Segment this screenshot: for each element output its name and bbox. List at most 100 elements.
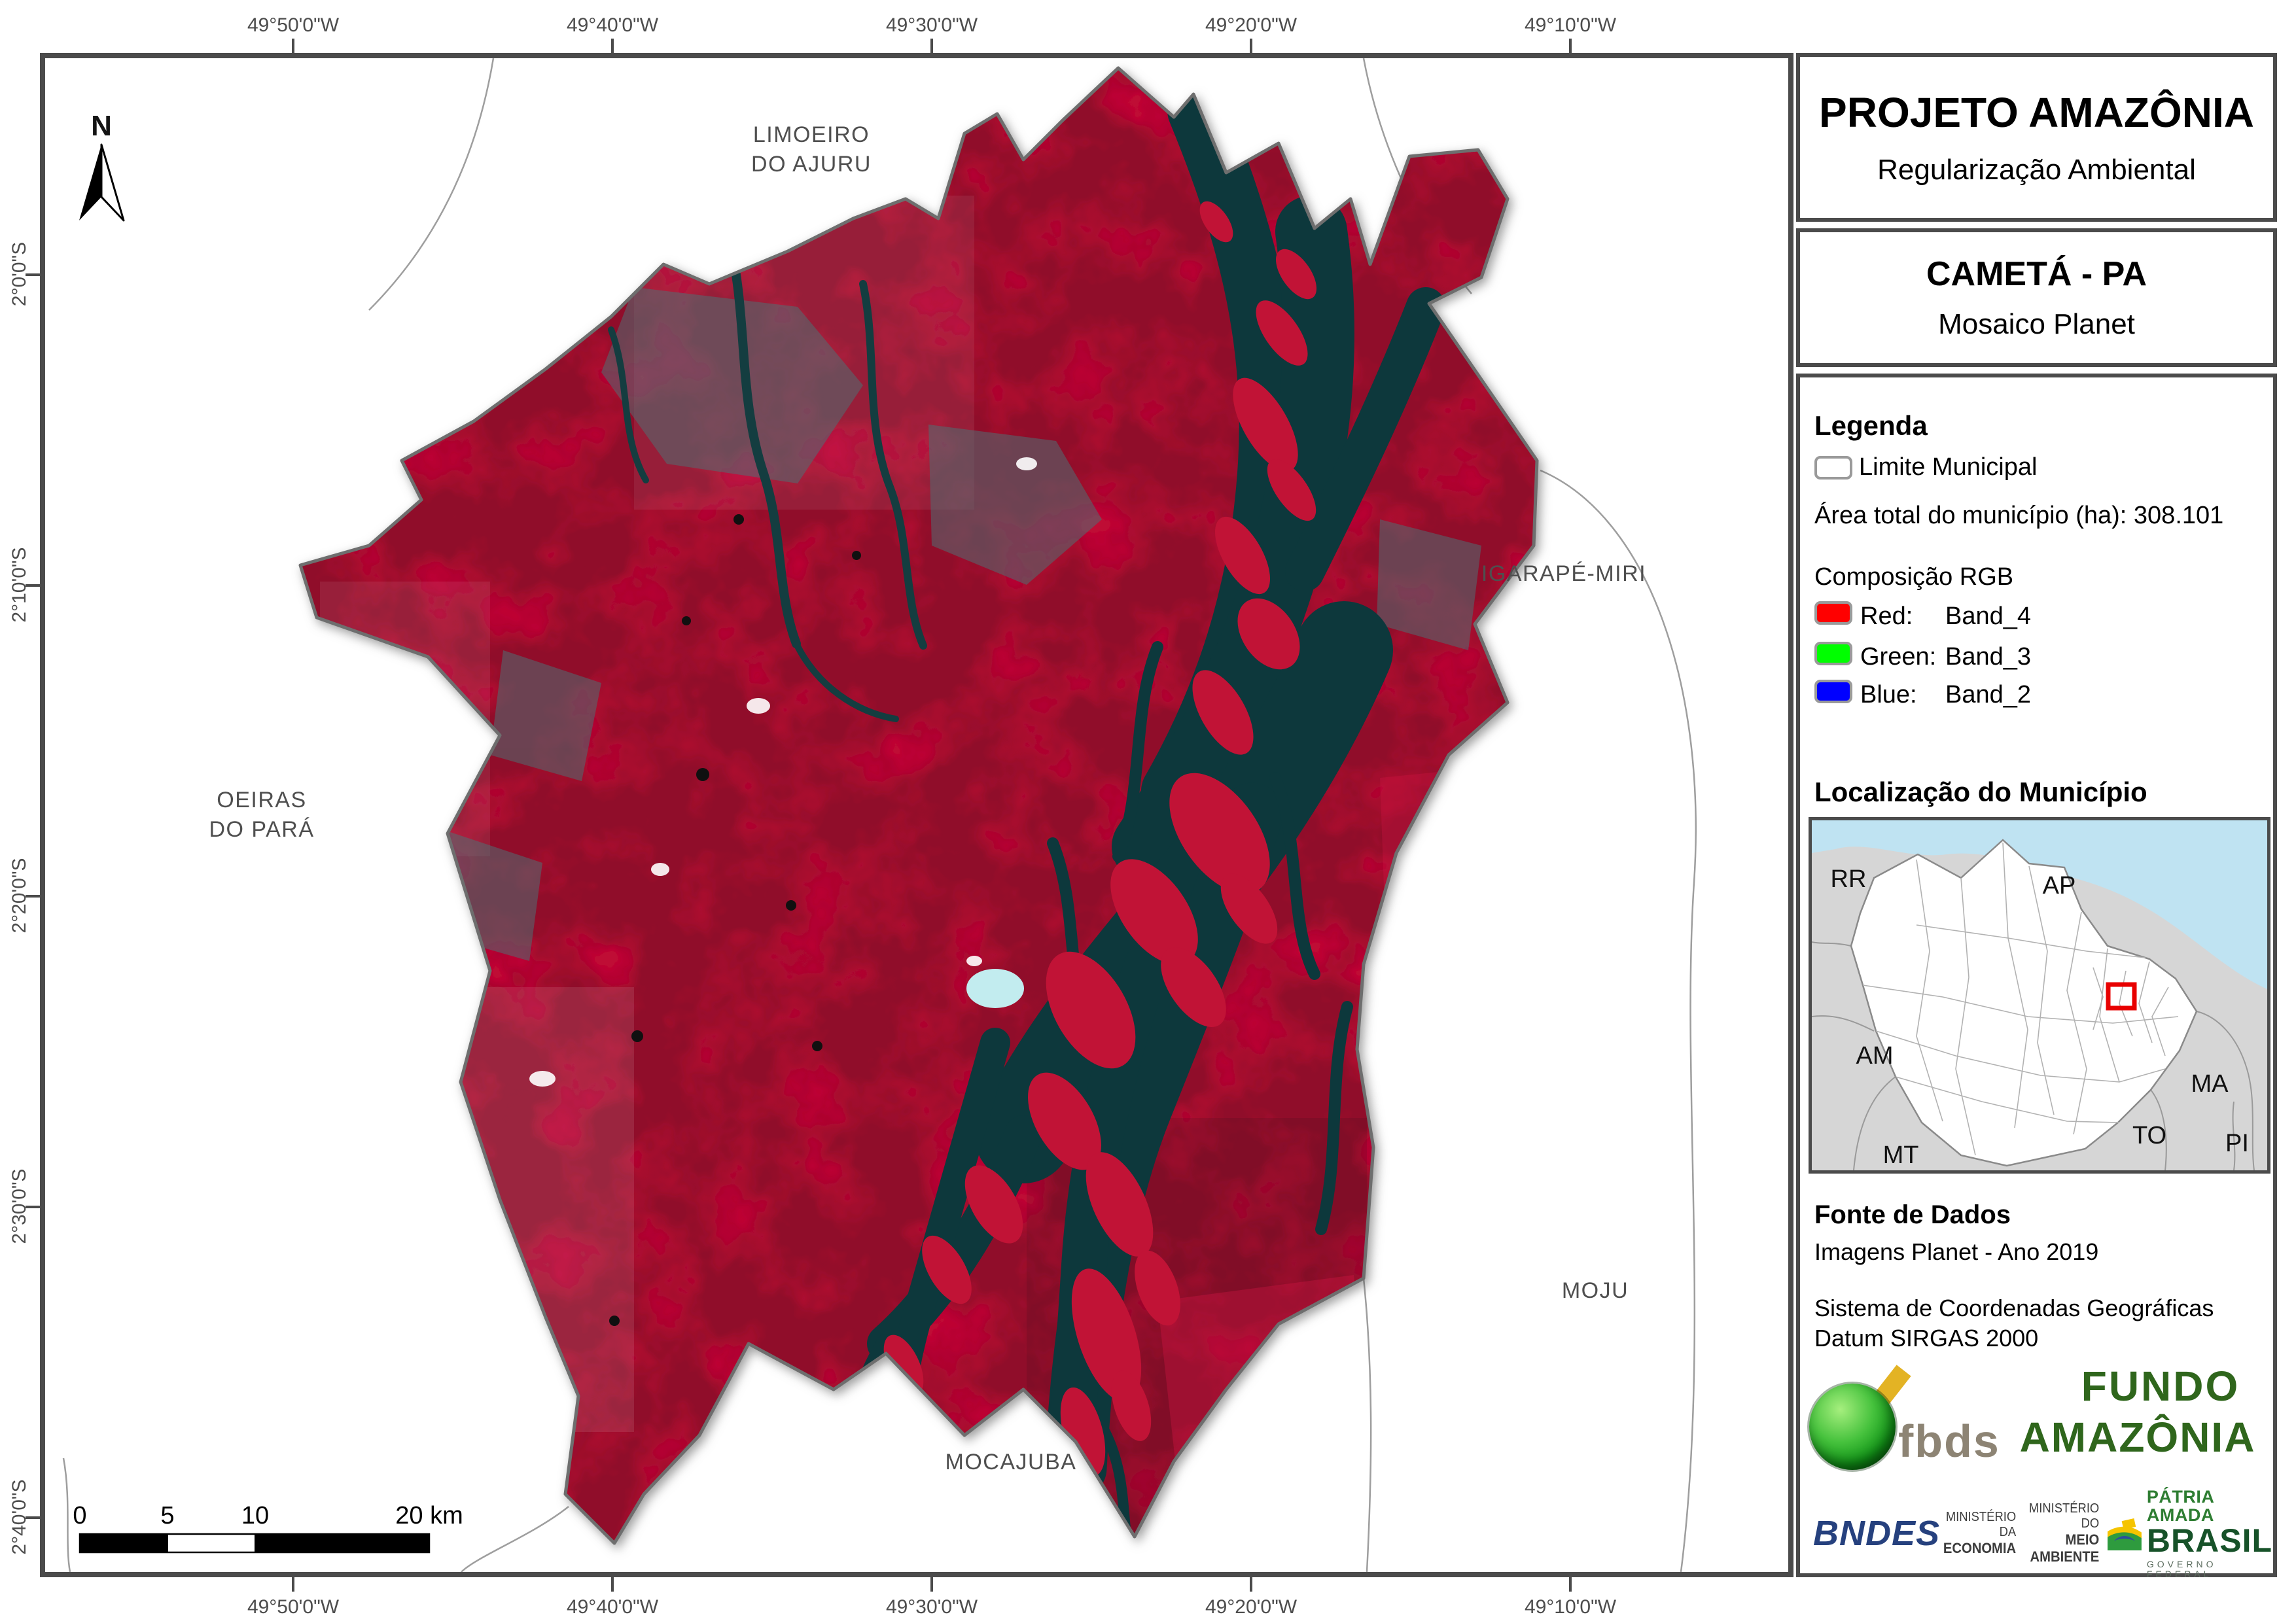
blue-band-name: Band_2 bbox=[1945, 681, 2032, 708]
location-heading: Localização do Município bbox=[1814, 777, 2147, 807]
green-band-label: Green: bbox=[1860, 643, 1937, 671]
legend-box: Legenda Limite Municipal Área total do m… bbox=[1796, 374, 2277, 1579]
cameta-town-patch bbox=[966, 969, 1024, 1008]
legend-item-red bbox=[1814, 601, 1852, 625]
state-label-ap: AP bbox=[2043, 872, 2076, 899]
map-frame: N 0 5 10 20 km LIMOEIRO DO AJURU IGARAPÉ… bbox=[40, 53, 1793, 1577]
ocean bbox=[1812, 820, 2267, 989]
rgb-heading: Composição RGB bbox=[1814, 563, 2014, 591]
state-label-pi: PI bbox=[2225, 1130, 2249, 1157]
tick-left-2 bbox=[26, 584, 40, 587]
fonte-line-3: Datum SIRGAS 2000 bbox=[1814, 1325, 2039, 1352]
place-label-igarape: IGARAPÉ-MIRI bbox=[1481, 561, 1647, 586]
tick-top-4 bbox=[1250, 39, 1252, 53]
patria-line3: GOVERNO FEDERAL bbox=[2146, 1559, 2217, 1579]
fbds-wordmark: fbds bbox=[1898, 1416, 2000, 1467]
coord-top-4: 49°20'0"W bbox=[1205, 14, 1298, 36]
cameta-municipality bbox=[298, 66, 1539, 1545]
scale-bar: 0 5 10 20 km bbox=[73, 1502, 463, 1554]
cameta-highlight bbox=[2106, 982, 2137, 1011]
svg-text:10: 10 bbox=[241, 1502, 269, 1529]
coord-left-4: 2°30'0"S bbox=[9, 1168, 30, 1244]
green-band-swatch bbox=[1814, 642, 1852, 665]
legend-item-blue bbox=[1814, 680, 1852, 703]
blue-band-label: Blue: bbox=[1860, 681, 1917, 708]
tick-bottom-2 bbox=[611, 1577, 614, 1592]
coord-bottom-4: 49°20'0"W bbox=[1205, 1596, 1298, 1618]
fundo-amazonia-logo: FUNDO AMAZÔNIA bbox=[2003, 1362, 2272, 1461]
coord-left-3: 2°20'0"S bbox=[9, 858, 30, 934]
place-label-mocajuba: MOCAJUBA bbox=[945, 1450, 1077, 1475]
area-total-label: Área total do município (ha): 308.101 bbox=[1814, 502, 2224, 529]
limite-label: Limite Municipal bbox=[1859, 453, 2038, 481]
svg-text:N: N bbox=[91, 110, 112, 142]
place-label-limoeiro: LIMOEIRO DO AJURU bbox=[751, 122, 872, 177]
patria-line1: PÁTRIA AMADA bbox=[2146, 1487, 2214, 1525]
coord-top-1: 49°50'0"W bbox=[247, 14, 340, 36]
brasil-flag-icon bbox=[2108, 1516, 2142, 1550]
svg-text:20 km: 20 km bbox=[395, 1502, 463, 1529]
ministerio-economia-logo: MINISTÉRIO DA ECONOMIA bbox=[1943, 1510, 2016, 1557]
coord-top-3: 49°30'0"W bbox=[885, 14, 978, 36]
product-name: Mosaico Planet bbox=[1938, 308, 2135, 340]
legend-item-green bbox=[1814, 642, 1852, 665]
inset-svg: RR AP AM MA TO PI MT bbox=[1811, 820, 2267, 1171]
patria-line2: BRASIL bbox=[2146, 1522, 2272, 1560]
red-band-label: Red: bbox=[1860, 602, 1913, 630]
place-label-moju: MOJU bbox=[1561, 1278, 1629, 1303]
blue-band-swatch bbox=[1814, 680, 1852, 703]
tick-left-3 bbox=[26, 895, 40, 898]
tick-left-5 bbox=[26, 1516, 40, 1519]
state-label-am: AM bbox=[1856, 1042, 1894, 1070]
satellite-map: N 0 5 10 20 km bbox=[62, 58, 1697, 1572]
tick-bottom-1 bbox=[292, 1577, 294, 1592]
red-band-name: Band_4 bbox=[1945, 602, 2032, 630]
north-arrow-icon: N bbox=[79, 110, 125, 222]
fonte-heading: Fonte de Dados bbox=[1814, 1200, 2011, 1229]
green-band-name: Band_3 bbox=[1945, 643, 2032, 671]
municipal-lines bbox=[1862, 842, 2179, 1156]
project-subtitle: Regularização Ambiental bbox=[1877, 154, 2196, 186]
fbds-globe-icon bbox=[1809, 1384, 1896, 1470]
coord-bottom-5: 49°10'0"W bbox=[1524, 1596, 1617, 1618]
tick-left-4 bbox=[26, 1206, 40, 1208]
state-label-to: TO bbox=[2132, 1122, 2166, 1149]
state-label-mt: MT bbox=[1883, 1142, 1919, 1169]
ministerio-meio-ambiente-logo: MINISTÉRIO DO MEIO AMBIENTE bbox=[2028, 1501, 2099, 1565]
neighbor-boundaries bbox=[62, 58, 1697, 1572]
bndes-logo: BNDES bbox=[1807, 1513, 1939, 1554]
coord-bottom-1: 49°50'0"W bbox=[247, 1596, 340, 1618]
patria-amada-brasil-logo: PÁTRIA AMADA BRASIL GOVERNO FEDERAL bbox=[2108, 1488, 2272, 1579]
tick-top-1 bbox=[292, 39, 294, 53]
project-title: PROJETO AMAZÔNIA bbox=[1819, 89, 2254, 136]
coord-bottom-2: 49°40'0"W bbox=[566, 1596, 659, 1618]
coord-bottom-3: 49°30'0"W bbox=[885, 1596, 978, 1618]
svg-text:5: 5 bbox=[160, 1502, 174, 1529]
legend-heading: Legenda bbox=[1814, 410, 1928, 441]
tick-left-1 bbox=[26, 273, 40, 276]
coord-left-1: 2°0'0"S bbox=[9, 241, 30, 307]
limite-swatch bbox=[1814, 455, 1852, 480]
tick-top-3 bbox=[930, 39, 933, 53]
fundo-line1: FUNDO bbox=[2081, 1363, 2240, 1410]
tick-top-2 bbox=[611, 39, 614, 53]
min-economia-line2: ECONOMIA bbox=[1943, 1540, 2017, 1556]
municipality-name: CAMETÁ - PA bbox=[1926, 255, 2147, 293]
limite-municipal-outline bbox=[298, 66, 1539, 1545]
coord-top-2: 49°40'0"W bbox=[566, 14, 659, 36]
title-box: PROJETO AMAZÔNIA Regularização Ambiental bbox=[1796, 53, 2277, 222]
fonte-line-1: Imagens Planet - Ano 2019 bbox=[1814, 1238, 2099, 1265]
municipality-box: CAMETÁ - PA Mosaico Planet bbox=[1796, 228, 2277, 367]
min-ambiente-line1: MINISTÉRIO DO bbox=[2028, 1501, 2100, 1531]
state-label-ma: MA bbox=[2191, 1070, 2229, 1098]
legend-item-limite: Limite Municipal bbox=[1814, 453, 2037, 481]
coord-left-5: 2°40'0"S bbox=[9, 1479, 30, 1555]
svg-text:0: 0 bbox=[73, 1502, 86, 1529]
red-band-swatch bbox=[1814, 601, 1852, 625]
tick-top-5 bbox=[1569, 39, 1572, 53]
tick-bottom-5 bbox=[1569, 1577, 1572, 1592]
coord-left-2: 2°10'0"S bbox=[9, 547, 30, 623]
min-ambiente-line2: MEIO AMBIENTE bbox=[2030, 1531, 2100, 1565]
bndes-wordmark: BNDES bbox=[1813, 1514, 1941, 1553]
